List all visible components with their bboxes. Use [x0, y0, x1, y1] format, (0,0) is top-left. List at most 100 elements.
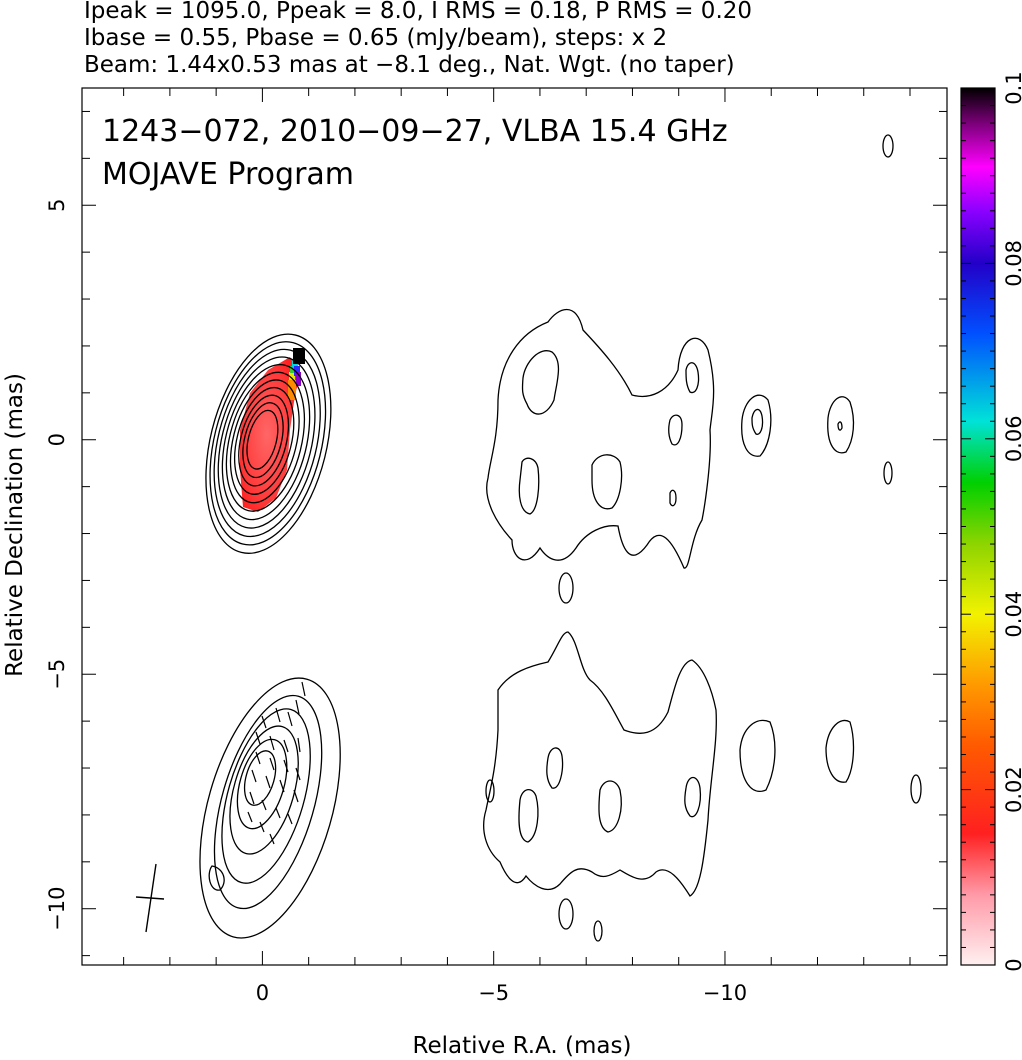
y-tick-label: 5: [45, 199, 69, 212]
contour-line: [243, 750, 277, 806]
contour-line: [217, 356, 316, 529]
bottom-core-contours: [199, 677, 341, 939]
evpa-tick: [275, 807, 281, 819]
contour-line: [825, 719, 855, 783]
contour-line: [208, 865, 225, 891]
contour-line: [225, 371, 305, 512]
contour-line: [485, 779, 495, 803]
contour-line: [669, 489, 677, 507]
contour-line: [246, 409, 279, 470]
beam-marker: [135, 863, 165, 933]
contour-line: [238, 394, 290, 487]
evpa-tick: [287, 813, 293, 825]
x-tick-label: −5: [478, 981, 509, 1005]
plot-frame: [81, 87, 948, 966]
x-tick-label: −10: [703, 981, 747, 1005]
contour-line: [483, 631, 717, 897]
header-line-3: Beam: 1.44x0.53 mas at −8.1 deg., Nat. W…: [84, 52, 735, 78]
contour-line: [221, 708, 311, 884]
contour-line: [593, 920, 603, 942]
contour-line: [910, 774, 922, 804]
contour-line: [558, 572, 574, 604]
contour-line: [205, 333, 332, 554]
core-fractional-pol-patch: [240, 357, 300, 512]
colorbar-tick-label: 0.1: [1002, 71, 1022, 104]
contour-line: [213, 694, 323, 910]
contour-line: [827, 396, 855, 454]
evpa-tick: [283, 739, 289, 753]
y-tick-label: −5: [45, 659, 69, 690]
contour-line: [518, 789, 539, 843]
contour-line: [883, 461, 893, 485]
evpa-tick: [269, 757, 275, 771]
contour-line: [486, 309, 715, 569]
evpa-tick: [295, 699, 300, 715]
evpa-tick: [297, 737, 301, 753]
evpa-tick: [249, 791, 255, 805]
contour-line: [518, 457, 540, 515]
contour-line: [546, 747, 564, 789]
colorbar-tick-label: 0.06: [1002, 415, 1022, 462]
contour-line: [598, 780, 622, 833]
pol-pixel-purple: [296, 372, 301, 386]
colorbar-tick-label: 0: [1002, 958, 1022, 971]
contour-line: [684, 776, 702, 818]
contour-line: [229, 379, 300, 504]
contour-line: [591, 454, 623, 510]
contour-line: [521, 350, 560, 415]
evpa-tick: [269, 735, 275, 751]
colorbar: [960, 87, 996, 966]
evpa-tick: [287, 711, 293, 727]
plot-overlay-line-1: 1243−072, 2010−09−27, VLBA 15.4 GHz: [102, 114, 728, 149]
colorbar-tick-labels: 0.1 0.08 0.06 0.04 0.02 0: [1002, 71, 1022, 971]
header-line-1: Ipeak = 1095.0, Ppeak = 8.0, I RMS = 0.1…: [84, 0, 753, 24]
evpa-tick: [255, 731, 261, 745]
colorbar-tick-label: 0.02: [1002, 766, 1022, 813]
contour-line: [685, 362, 700, 394]
contour-line: [882, 134, 894, 158]
contour-line: [209, 341, 327, 546]
pol-pixel-black: [293, 348, 305, 364]
evpa-tick: [261, 799, 267, 811]
evpa-tick: [295, 767, 301, 781]
contour-line: [558, 898, 574, 930]
colorbar-ticks: [961, 87, 995, 966]
evpa-tick: [251, 769, 257, 783]
axis-ticks: [82, 88, 947, 965]
y-tick-label: −10: [45, 887, 69, 931]
top-core-contours: [205, 333, 332, 554]
x-tick-label: 0: [256, 981, 269, 1005]
top-jet-contours: [486, 134, 894, 604]
colorbar-tick-label: 0.08: [1002, 240, 1022, 287]
contour-line: [741, 394, 772, 457]
contour-line: [221, 364, 311, 521]
evpa-tick: [283, 759, 289, 773]
evpa-tick: [265, 775, 271, 789]
evpa-tick: [259, 821, 265, 833]
evpa-tick: [255, 751, 261, 765]
evpa-tick: [301, 681, 306, 697]
evpa-tick: [293, 789, 299, 803]
pol-pixel-yellow: [289, 372, 295, 380]
evpa-tick: [279, 779, 285, 793]
contour-line: [213, 348, 321, 538]
evpa-vectors: [247, 681, 306, 845]
contour-line: [242, 402, 284, 479]
colorbar-tick-label: 0.04: [1002, 591, 1022, 638]
contour-line: [234, 386, 295, 495]
contour-line: [199, 677, 341, 939]
top-core-polarization: [240, 348, 305, 512]
beam-minor-axis: [135, 896, 165, 900]
bottom-jet-contours: [483, 631, 922, 942]
contour-line: [229, 725, 299, 855]
contour-line: [668, 414, 683, 446]
evpa-tick: [247, 811, 253, 823]
y-tick-label: 0: [45, 433, 69, 446]
axis-tick-labels: 0 −5 −10 5 0 −5 −10: [45, 199, 747, 1005]
contour-line: [739, 719, 776, 792]
plot-overlay-line-2: MOJAVE Program: [102, 157, 354, 192]
x-axis-title: Relative R.A. (mas): [413, 1033, 632, 1059]
evpa-tick: [269, 833, 275, 845]
pol-pixel-blue: [294, 366, 300, 376]
